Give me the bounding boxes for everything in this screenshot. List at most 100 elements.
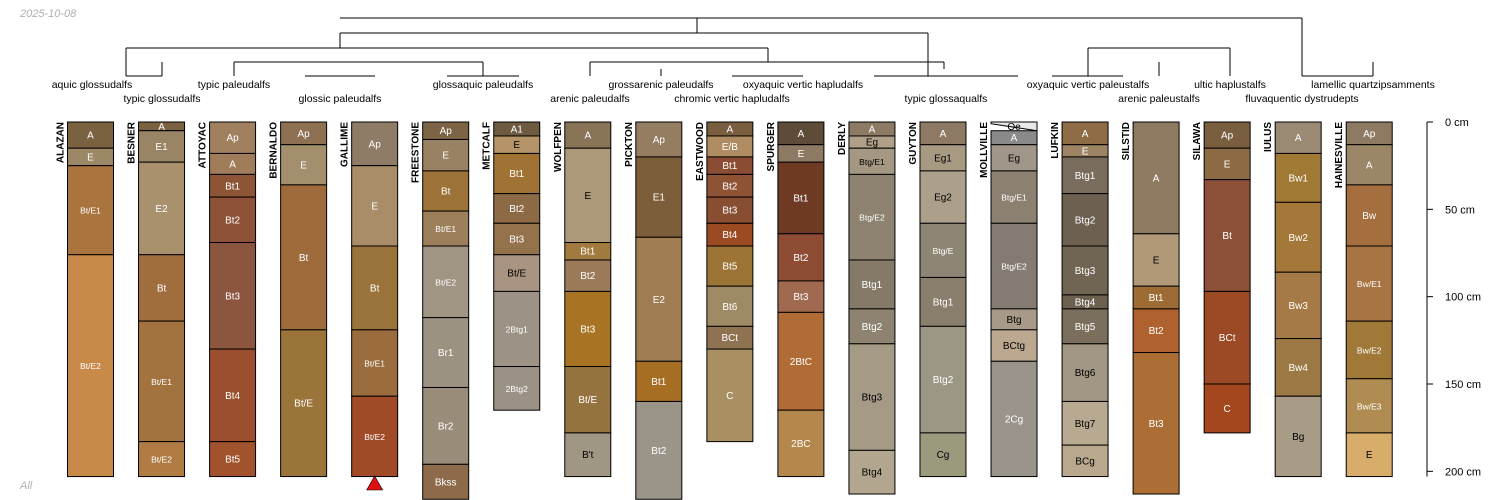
horizon-label: Btg7 [1075, 419, 1096, 430]
horizon-label: E2 [155, 204, 168, 215]
truncation-marker [366, 475, 384, 491]
horizon-label: Ap [1221, 131, 1234, 142]
horizon-band [706, 285, 754, 327]
profile-spurger: AE Bt1 Bt2 Bt3 2BtC 2BC SPURGER [766, 121, 825, 478]
horizon-label: E [798, 149, 805, 160]
horizon-label: A1 [511, 124, 524, 135]
horizon-label: Bt2 [225, 215, 240, 226]
profile-silawa: Ap E Bt BCt C SILAWA [1192, 121, 1251, 434]
horizon-label: BCg [1075, 456, 1094, 467]
profile-mollville: OeA Eg Btg/E1 Btg/E2 Btg BCtg 2Cg MOLLVILLE [979, 121, 1038, 478]
horizon-band [919, 170, 967, 224]
horizon-label: B't [582, 450, 594, 461]
horizon-label: E2 [653, 295, 666, 306]
horizon-band [919, 144, 967, 172]
horizon-label: Br1 [438, 348, 454, 359]
depth-tick-label: 100 cm [1445, 292, 1481, 304]
horizon-band [564, 147, 612, 244]
profile-metcalf: A1 E Bt1 Bt2 Bt3 Bt/E 2Btg1 2Btg2 METCALF [482, 121, 541, 411]
horizon-band [67, 165, 114, 256]
horizon-label: Bt/E1 [151, 377, 172, 387]
horizon-band [635, 360, 683, 402]
horizon-label: Bt1 [1149, 293, 1164, 304]
horizon-band [1274, 201, 1322, 273]
horizon-band [635, 236, 683, 362]
horizon-band [422, 386, 470, 465]
horizon-band [1274, 152, 1322, 203]
horizon-band [564, 121, 612, 149]
profile-silstid: A E Bt1 Bt2 Bt3 SILSTID [1121, 121, 1180, 495]
horizon-band [1203, 383, 1251, 434]
depth-tick-label: 50 cm [1445, 204, 1475, 216]
horizon-band [1132, 352, 1180, 495]
horizon-label: Bt6 [722, 302, 737, 313]
horizon-band [848, 343, 896, 451]
profile-hainesville: Ap A Bw Bw/E1 Bw/E2 Bw/E3 E HAINESVILLE [1334, 121, 1393, 478]
profile-name: SILSTID [1121, 122, 1132, 160]
horizon-label: Btg/E2 [859, 213, 885, 223]
horizon-band [351, 245, 399, 331]
horizon-band [138, 130, 186, 163]
profile-eastwood: A E/B Bt1 Bt2 Bt3 Bt4 Bt5 Bt6 BCt C EASTWOOD [695, 121, 754, 443]
horizon-label: BCtg [1003, 341, 1025, 352]
horizon-label: Bg [1292, 432, 1304, 443]
profile-name: METCALF [482, 122, 493, 170]
profile-name: GUYTON [908, 122, 919, 165]
taxon-label: chromic vertic hapludalfs [674, 93, 790, 105]
profile-iulus: A Bw1 Bw2 Bw3 Bw4 Bg IULUS [1263, 121, 1322, 478]
horizon-band [138, 441, 186, 478]
horizon-label: Bt/E [578, 395, 597, 406]
horizon-label: Bt1 [722, 161, 737, 172]
horizon-label: Bt5 [225, 455, 240, 466]
horizon-label: E1 [155, 142, 168, 153]
horizon-label: Btg1 [862, 280, 883, 291]
profile-name: BESNER [127, 121, 138, 163]
horizon-label: E1 [653, 193, 666, 204]
horizon-label: A [87, 131, 94, 142]
horizon-label: Ap [298, 129, 311, 140]
horizon-label: Btg5 [1075, 322, 1096, 333]
horizon-label: Btg [1007, 315, 1022, 326]
horizon-band [1061, 156, 1109, 195]
horizon-label: Bt3 [225, 291, 240, 302]
horizon-label: E [442, 151, 449, 162]
horizon-label: 2BC [791, 439, 810, 450]
horizon-label: Bt [299, 253, 309, 264]
horizon-band [1203, 290, 1251, 385]
depth-tick-label: 200 cm [1445, 466, 1481, 478]
horizon-label: Bt/E2 [80, 361, 101, 371]
horizon-band [848, 259, 896, 310]
horizon-band [777, 161, 825, 235]
horizon-band [635, 400, 683, 500]
taxon-label: grossarenic paleudalfs [608, 79, 713, 91]
horizon-label: Bkss [435, 477, 457, 488]
horizon-label: Bt/E2 [151, 455, 172, 465]
horizon-band [848, 308, 896, 345]
taxon-label: typic glossaqualfs [905, 93, 988, 105]
horizon-label: Bt [1222, 231, 1232, 242]
profile-name: IULUS [1263, 122, 1274, 152]
taxon-label: aquic glossudalfs [52, 79, 133, 91]
horizon-band [280, 184, 328, 331]
horizon-label: Bt/E1 [80, 206, 101, 216]
horizon-label: Bt/E1 [435, 224, 456, 234]
horizon-label: Btg/E1 [859, 157, 885, 167]
horizon-label: E [1153, 255, 1160, 266]
taxon-label: arenic paleustalfs [1118, 93, 1200, 105]
horizon-label: A [584, 131, 591, 142]
horizon-label: Ap [369, 139, 382, 150]
horizon-label: Bt2 [722, 181, 737, 192]
horizon-band [1061, 444, 1109, 478]
profile-name: ALAZAN [56, 122, 67, 163]
taxon-label: oxyaquic vertic paleustalfs [1027, 79, 1150, 91]
date-label: 2025-10-08 [20, 8, 77, 20]
horizon-band [777, 311, 825, 411]
profile-bernaldo: Ap E Bt Bt/E BERNALDO [269, 121, 328, 478]
horizon-band [493, 254, 541, 292]
profile-guyton: A Eg1 Eg2 Btg/E Btg1 Btg2 Cg GUYTON [908, 121, 967, 478]
horizon-label: Bt1 [651, 377, 666, 388]
horizon-label: Bt3 [509, 235, 524, 246]
horizon-label: Bt [157, 283, 167, 294]
profile-name: SILAWA [1192, 122, 1203, 160]
horizon-label: Btg3 [1075, 266, 1096, 277]
